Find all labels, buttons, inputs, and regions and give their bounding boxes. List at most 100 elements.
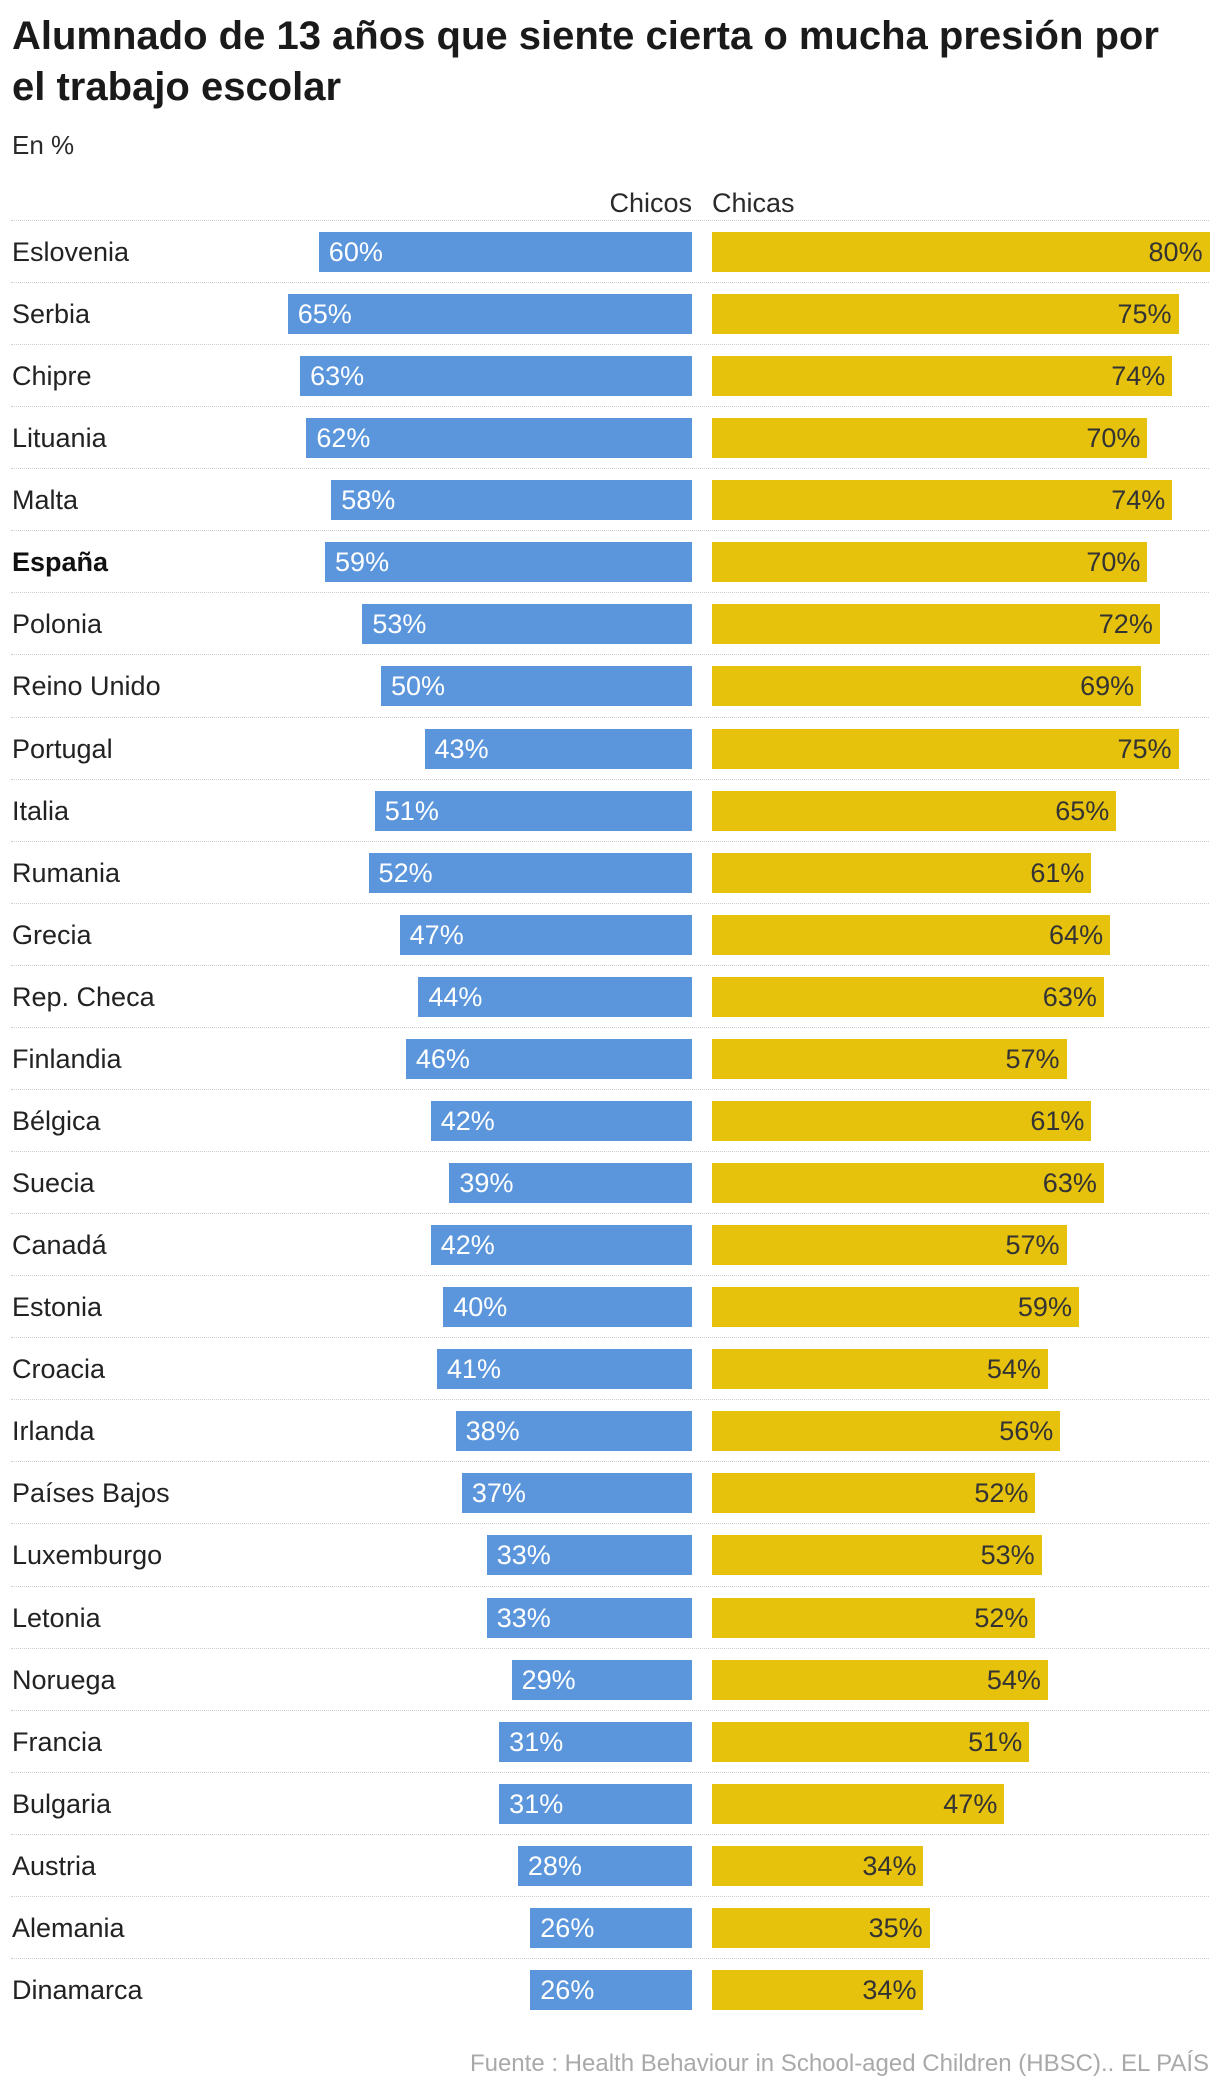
data-label-value: 54: [986, 1664, 1017, 1695]
bar-chicos: 46%: [405, 1038, 692, 1079]
bar-chicas: 61%: [712, 1100, 1092, 1141]
country-label: Bélgica: [12, 1105, 101, 1136]
data-label-suffix: %: [402, 609, 427, 640]
chart-row: Letonia 33% 52%: [11, 1585, 1209, 1648]
legend-chicas: Chicas: [712, 188, 795, 218]
data-label-suffix: %: [501, 1478, 526, 1509]
chart-row: Francia 31% 51%: [11, 1709, 1209, 1772]
data-label-chicos: 33%: [497, 1598, 551, 1638]
country-label: Estonia: [12, 1292, 103, 1323]
data-label-suffix: %: [526, 1540, 551, 1571]
country-label: Malta: [12, 485, 79, 516]
bar-chicos: 38%: [455, 1411, 692, 1452]
chart-row: Rep. Checa 44% 63%: [11, 964, 1209, 1027]
data-label-chicas: 54%: [987, 1349, 1041, 1389]
data-label-suffix: %: [421, 671, 446, 702]
data-label-value: 28: [527, 1850, 558, 1881]
data-label-suffix: %: [1085, 795, 1110, 826]
data-label-chicas: 65%: [1055, 791, 1109, 831]
country-label: Austria: [12, 1850, 97, 1881]
bar-chicos: 40%: [443, 1287, 692, 1328]
data-label-value: 57: [1005, 1230, 1036, 1261]
data-label-value: 60: [328, 237, 359, 267]
bar-chicas: 74%: [712, 480, 1173, 521]
data-label-chicos: 40%: [453, 1287, 507, 1327]
chart-row: Irlanda 38% 56%: [11, 1399, 1209, 1461]
bar-chicas: 75%: [712, 728, 1179, 769]
data-label-value: 72: [1098, 609, 1129, 640]
data-label-suffix: %: [1004, 1478, 1029, 1509]
data-label-suffix: %: [470, 1105, 495, 1136]
data-label-value: 65: [1055, 795, 1086, 826]
data-label-chicas: 52%: [974, 1473, 1028, 1513]
bar-chicos: 41%: [436, 1349, 692, 1390]
source-note: Fuente : Health Behaviour in School-aged…: [469, 2050, 1209, 2077]
data-label-chicos: 50%: [391, 666, 445, 706]
bar-chicos: 28%: [517, 1845, 692, 1886]
data-label-suffix: %: [414, 795, 439, 826]
chart-row: Dinamarca 26% 34%: [11, 1957, 1209, 2020]
bar-chicas: 34%: [712, 1969, 924, 2010]
chart-row: Chipre 63% 74%: [11, 344, 1209, 406]
bar-chicas: 70%: [712, 418, 1148, 459]
bar-chicos: 37%: [461, 1473, 692, 1514]
data-label-value: 80: [1148, 237, 1179, 267]
data-label-value: 31: [509, 1726, 540, 1757]
data-label-value: 41: [446, 1354, 478, 1385]
data-label-suffix: %: [1010, 1540, 1035, 1571]
data-label-chicas: 74%: [1111, 480, 1165, 520]
bar-chicas: 52%: [712, 1597, 1036, 1638]
data-label-value: 59: [1017, 1292, 1048, 1323]
chart-title: Alumnado de 13 años que siente cierta o …: [12, 14, 1159, 109]
data-label-chicas: 35%: [869, 1908, 923, 1948]
bar-chicos: 52%: [368, 852, 692, 893]
chart-row: Suecia 39% 63%: [11, 1151, 1209, 1213]
data-label-value: 57: [1005, 1043, 1036, 1074]
data-label-value: 58: [341, 485, 372, 516]
data-label-suffix: %: [1147, 299, 1172, 330]
data-label-suffix: %: [1072, 1168, 1097, 1199]
data-label-chicos: 59%: [335, 542, 389, 582]
chart-row: Finlandia 46% 57%: [11, 1026, 1209, 1089]
data-label-chicos: 26%: [540, 1970, 594, 2010]
country-label: Polonia: [12, 609, 103, 640]
data-label-chicos: 31%: [509, 1722, 563, 1762]
data-label-chicos: 37%: [472, 1473, 526, 1513]
data-label-value: 70: [1086, 547, 1117, 578]
bar-chicas: 54%: [712, 1349, 1048, 1390]
data-label-value: 42: [440, 1105, 471, 1136]
country-label: Canadá: [12, 1230, 107, 1261]
country-label: Portugal: [12, 733, 113, 764]
data-label-value: 29: [521, 1664, 552, 1695]
chart-row: Polonia 53% 72%: [11, 592, 1209, 654]
bar-chicos: 26%: [530, 1907, 692, 1948]
data-label-suffix: %: [1035, 1230, 1060, 1261]
data-label-value: 53: [980, 1540, 1011, 1571]
bar-chicas: 74%: [712, 356, 1173, 397]
data-label-value: 75: [1117, 299, 1148, 330]
bar-chicos: 63%: [300, 356, 692, 397]
bar-chicas: 52%: [712, 1473, 1036, 1514]
data-label-chicas: 47%: [943, 1784, 997, 1824]
bar-chicos: 29%: [511, 1659, 692, 1700]
data-label-value: 47: [409, 919, 440, 950]
bar-chicas: 75%: [712, 294, 1179, 335]
data-label-suffix: %: [495, 1416, 520, 1447]
data-label-value: 43: [434, 733, 465, 764]
data-label-chicos: 38%: [466, 1411, 520, 1451]
data-label-value: 42: [440, 1230, 471, 1261]
data-label-suffix: %: [327, 299, 352, 330]
data-label-chicos: 62%: [316, 418, 370, 458]
bar-chicas: 53%: [712, 1535, 1042, 1576]
data-label-suffix: %: [1178, 237, 1203, 267]
bar-chicos: 50%: [381, 666, 692, 707]
data-label-chicas: 75%: [1117, 294, 1171, 334]
data-label-suffix: %: [898, 1912, 923, 1943]
bar-chicas: 64%: [712, 914, 1111, 955]
country-label: Lituania: [12, 423, 107, 454]
bar-chicos: 65%: [287, 294, 692, 335]
country-label: Reino Unido: [12, 671, 161, 702]
data-label-suffix: %: [1047, 1292, 1072, 1323]
bar-chicas: 56%: [712, 1411, 1061, 1452]
bar-chicos: 31%: [499, 1721, 692, 1762]
